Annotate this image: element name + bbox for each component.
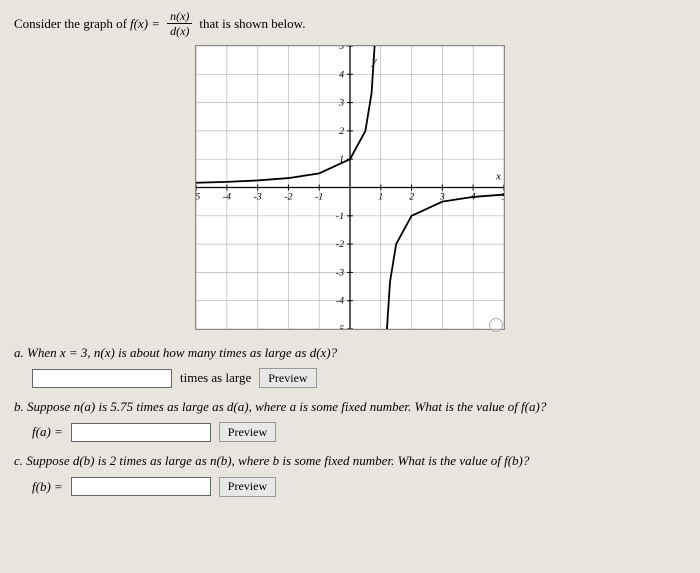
question-b-text: b. Suppose n(a) is 5.75 times as large a… xyxy=(14,399,546,414)
answer-b-prefix: f(a) = xyxy=(32,424,63,440)
intro-func: f(x) = xyxy=(130,16,160,32)
preview-button-a[interactable]: Preview xyxy=(259,368,316,388)
svg-text:x: x xyxy=(495,171,501,183)
svg-text:-1: -1 xyxy=(336,211,344,222)
svg-text:-5: -5 xyxy=(336,324,344,330)
svg-text:5: 5 xyxy=(501,191,505,202)
svg-text:5: 5 xyxy=(339,45,344,52)
answer-a-suffix: times as large xyxy=(180,370,251,386)
intro-suffix: that is shown below. xyxy=(199,16,305,32)
svg-text:-2: -2 xyxy=(336,239,344,250)
intro-prefix: Consider the graph of xyxy=(14,16,127,32)
svg-text:-5: -5 xyxy=(195,191,200,202)
question-a-text: a. When x = 3, n(x) is about how many ti… xyxy=(14,345,337,360)
question-a: a. When x = 3, n(x) is about how many ti… xyxy=(14,344,686,362)
svg-text:2: 2 xyxy=(409,191,414,202)
chart-container: -5-4-3-2-112345-5-4-3-2-112345xy xyxy=(14,45,686,334)
answer-input-a[interactable] xyxy=(32,369,172,388)
magnify-icon[interactable] xyxy=(489,318,503,332)
svg-text:-3: -3 xyxy=(254,191,262,202)
preview-button-b[interactable]: Preview xyxy=(219,422,276,442)
svg-text:2: 2 xyxy=(339,126,344,137)
answer-input-c[interactable] xyxy=(71,477,211,496)
problem-intro: Consider the graph of f(x) = n(x) d(x) t… xyxy=(14,10,686,37)
svg-text:-4: -4 xyxy=(336,296,344,307)
svg-text:3: 3 xyxy=(338,98,344,109)
question-c-text: c. Suppose d(b) is 2 times as large as n… xyxy=(14,453,529,468)
svg-text:-3: -3 xyxy=(336,267,344,278)
preview-button-c[interactable]: Preview xyxy=(219,477,276,497)
svg-text:4: 4 xyxy=(339,69,344,80)
function-graph: -5-4-3-2-112345-5-4-3-2-112345xy xyxy=(195,45,505,330)
answer-c-prefix: f(b) = xyxy=(32,479,63,495)
question-c: c. Suppose d(b) is 2 times as large as n… xyxy=(14,452,686,470)
fraction-numerator: n(x) xyxy=(167,10,192,24)
answer-input-b[interactable] xyxy=(71,423,211,442)
answer-row-a: times as large Preview xyxy=(32,368,686,388)
svg-text:-4: -4 xyxy=(223,191,231,202)
svg-text:-2: -2 xyxy=(284,191,292,202)
answer-row-b: f(a) = Preview xyxy=(32,422,686,442)
intro-fraction: n(x) d(x) xyxy=(167,10,192,37)
answer-row-c: f(b) = Preview xyxy=(32,477,686,497)
svg-text:1: 1 xyxy=(378,191,383,202)
fraction-denominator: d(x) xyxy=(170,24,189,37)
question-b: b. Suppose n(a) is 5.75 times as large a… xyxy=(14,398,686,416)
svg-text:-1: -1 xyxy=(315,191,323,202)
